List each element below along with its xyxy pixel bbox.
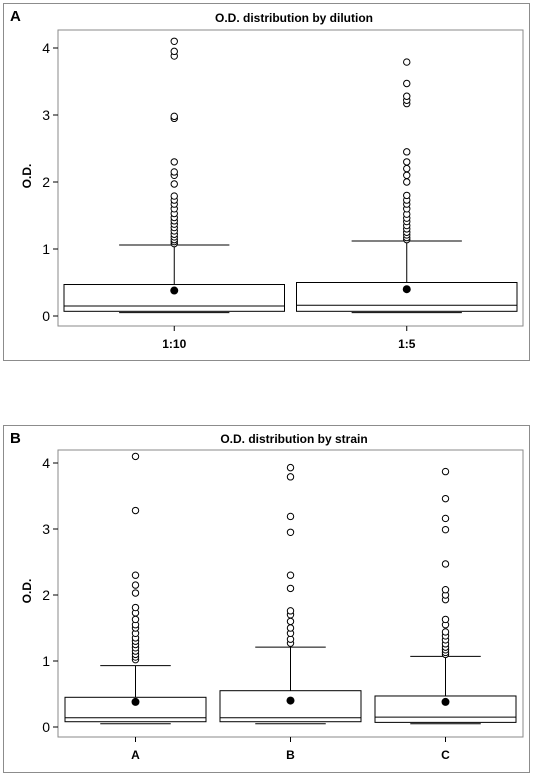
outlier-point <box>403 158 411 166</box>
x-tick-label: 1:5 <box>398 337 416 351</box>
mean-marker <box>170 286 179 295</box>
x-tick-label: A <box>131 748 140 762</box>
outlier-point <box>131 589 140 597</box>
boxplot-chart-strain: O.D. distribution by strain O.D. 0 1 2 3 4 A B C <box>20 432 524 762</box>
x-tick-label: 1:10 <box>162 337 186 351</box>
outlier-point <box>131 581 140 589</box>
y-tick-label: 2 <box>42 587 50 603</box>
boxplot-chart-dilution: O.D. distribution by dilution O.D. 0 1 2 3 4 1:… <box>20 11 524 351</box>
y-tick-label: 0 <box>42 308 50 324</box>
outlier-point <box>170 112 178 121</box>
outlier-point <box>170 158 178 166</box>
outlier-point <box>403 191 411 200</box>
mean-marker <box>286 696 295 705</box>
outlier-point <box>131 603 140 612</box>
outlier-point <box>441 467 450 476</box>
outlier-point <box>131 571 140 579</box>
outlier-point <box>131 452 140 461</box>
outlier-point <box>403 164 411 173</box>
outlier-point <box>131 506 140 515</box>
outlier-point <box>286 473 295 481</box>
outlier-point <box>403 58 411 66</box>
outlier-point <box>403 92 411 100</box>
outlier-point <box>441 628 450 636</box>
chart-panel-a: A O.D. distribution by dilution O.D. 0 1 2 3 4… <box>3 3 530 361</box>
y-tick-label: 3 <box>42 107 50 123</box>
mean-marker <box>131 697 140 706</box>
outlier-point <box>441 615 450 624</box>
outlier-point <box>403 79 411 88</box>
y-tick-label: 1 <box>42 653 50 669</box>
outlier-point <box>286 617 295 626</box>
panel-label: B <box>10 430 21 447</box>
outlier-point <box>403 178 411 186</box>
mean-marker <box>402 285 411 294</box>
box-iqr <box>219 690 362 723</box>
panel-label: A <box>10 8 21 25</box>
outlier-point <box>403 148 411 156</box>
chart-panel-b: B O.D. distribution by strain O.D. 0 1 2 3 4 A B… <box>3 425 530 773</box>
x-tick-label: B <box>286 748 295 762</box>
outlier-point <box>170 37 178 45</box>
y-axis-label: O.D. <box>20 579 34 604</box>
outlier-point <box>286 528 295 537</box>
outlier-point <box>286 571 295 579</box>
outlier-point <box>170 180 178 188</box>
chart-title: O.D. distribution by dilution <box>215 11 373 25</box>
outlier-point <box>441 525 450 534</box>
outlier-point <box>286 463 295 472</box>
x-tick-label: C <box>441 748 450 762</box>
outlier-point <box>441 586 450 594</box>
y-tick-label: 4 <box>42 455 50 471</box>
y-tick-label: 1 <box>42 241 50 257</box>
outlier-point <box>170 192 178 200</box>
outlier-point <box>441 514 450 523</box>
outlier-point <box>286 607 295 615</box>
outlier-point <box>286 584 295 593</box>
outlier-point <box>286 624 295 632</box>
outlier-point <box>170 168 178 176</box>
y-axis-label: O.D. <box>20 164 34 189</box>
plot-area-frame <box>57 29 524 327</box>
y-tick-label: 3 <box>42 521 50 537</box>
outlier-point <box>441 560 450 568</box>
mean-marker <box>441 697 450 706</box>
outlier-point <box>170 47 178 56</box>
y-tick-label: 4 <box>42 40 50 56</box>
outlier-point <box>403 171 411 180</box>
outlier-point <box>286 512 295 521</box>
outlier-point <box>441 494 450 503</box>
chart-title: O.D. distribution by strain <box>220 432 367 446</box>
y-tick-label: 2 <box>42 174 50 190</box>
y-tick-label: 0 <box>42 719 50 735</box>
outlier-point <box>131 615 140 624</box>
outlier-point <box>286 635 295 643</box>
box-iqr <box>374 695 517 723</box>
